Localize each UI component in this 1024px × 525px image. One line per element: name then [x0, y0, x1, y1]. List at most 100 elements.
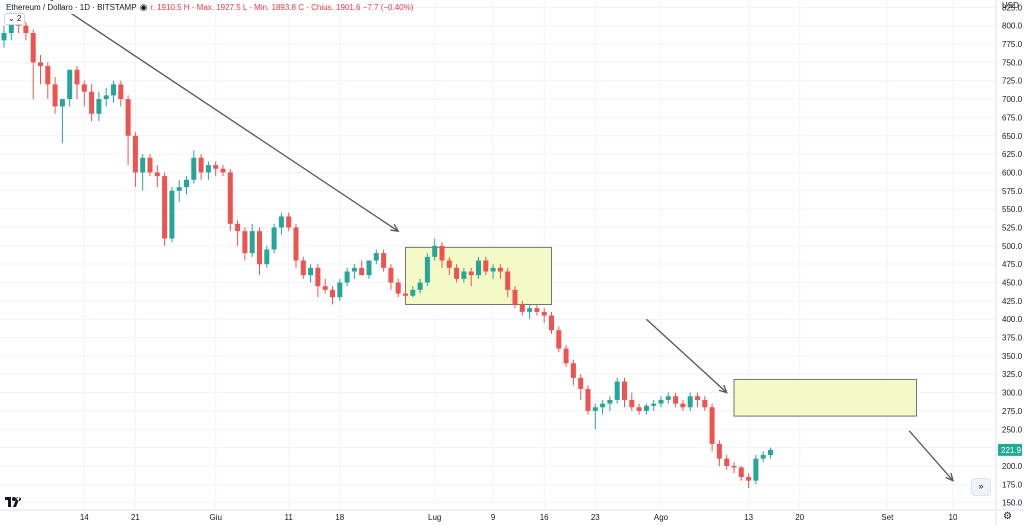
candle-body-down	[198, 157, 204, 173]
collapse-indicators-button[interactable]: ⌄ 2	[4, 13, 26, 25]
candle-body-up	[249, 231, 255, 254]
candle-body-up	[271, 227, 277, 250]
candle-body-up	[658, 399, 664, 404]
candle-body-down	[483, 260, 489, 272]
price-tick-label: 550.0	[1002, 205, 1023, 214]
last-price-badge	[998, 443, 1022, 456]
candle-body-up	[614, 381, 620, 400]
price-tick-label: 525.0	[1002, 223, 1023, 232]
candle-body-down	[585, 388, 591, 411]
candle-body-down	[716, 443, 722, 459]
candle-body-down	[497, 267, 503, 272]
price-tick-label: 700.0	[1002, 95, 1023, 104]
candle-body-up	[607, 399, 613, 404]
price-tick-label: 300.0	[1002, 389, 1023, 398]
price-tick-label: 500.0	[1002, 242, 1023, 251]
candle-body-up	[278, 216, 284, 228]
candle-body-down	[74, 69, 80, 85]
candle-body-up	[760, 454, 766, 459]
candle-body-down	[125, 99, 131, 136]
price-tick-label: 600.0	[1002, 168, 1023, 177]
candle-body-down	[242, 231, 248, 254]
candle-body-up	[96, 99, 102, 114]
candle-body-down	[578, 377, 584, 389]
candle-body-up	[205, 165, 211, 173]
last-price-label: 221.9	[1001, 446, 1022, 455]
time-tick-label: 16	[540, 513, 549, 522]
candle-body-up	[351, 267, 357, 272]
candle-body-down	[709, 407, 715, 444]
candle-body-up	[344, 271, 350, 283]
candle-body-up	[490, 267, 496, 272]
symbol-title: Ethereum / Dollaro · 1D · BITSTAMP	[6, 3, 137, 12]
candle-body-up	[103, 95, 109, 100]
candle-body-down	[549, 315, 554, 331]
candle-body-down	[132, 135, 138, 173]
candle-body-down	[534, 308, 540, 312]
candle-body-down	[541, 311, 547, 316]
price-tick-label: 475.0	[1002, 260, 1023, 269]
candle-body-down	[30, 33, 36, 63]
scroll-to-realtime-button[interactable]: »	[971, 478, 991, 496]
candle-body-down	[454, 267, 460, 279]
candle-body-down	[300, 260, 306, 276]
price-tick-label: 175.0	[1002, 480, 1023, 489]
candle-body-up	[176, 187, 182, 191]
candle-body-up	[476, 260, 481, 276]
time-tick-label: 13	[744, 513, 753, 522]
candle-body-up	[424, 256, 430, 283]
candle-body-down	[118, 84, 124, 100]
price-axis[interactable]: 150.0175.0200.0225.0250.0275.0300.0325.0…	[995, 0, 1023, 525]
candle-body-down	[695, 396, 700, 400]
candle-body-down	[45, 66, 51, 85]
candle-body-down	[570, 363, 576, 378]
candle-body-down	[738, 467, 744, 477]
candle-body-up	[687, 396, 693, 408]
candle-body-down	[322, 286, 328, 290]
candle-body-down	[162, 176, 168, 239]
price-tick-label: 425.0	[1002, 297, 1023, 306]
time-tick-label: 10	[949, 513, 958, 522]
candle-body-down	[439, 245, 445, 261]
candle-body-down	[702, 399, 708, 408]
candle-body-up	[1, 33, 7, 41]
trend-arrow-head	[718, 384, 728, 394]
gear-icon[interactable]: ⚙	[1003, 511, 1012, 522]
price-tick-label: 325.0	[1002, 370, 1023, 379]
candle-body-down	[403, 293, 408, 296]
consolidation-box	[733, 378, 917, 417]
time-tick-label: 11	[285, 513, 294, 522]
candle-body-up	[665, 396, 671, 400]
price-tick-label: 400.0	[1002, 315, 1023, 324]
candle-body-up	[373, 253, 379, 261]
trend-arrows	[49, 0, 954, 482]
candle-body-down	[468, 271, 474, 276]
time-tick-label: 14	[80, 513, 89, 522]
price-tick-label: 150.0	[1002, 499, 1023, 508]
candle-body-down	[89, 91, 95, 114]
candle-body-down	[257, 231, 262, 265]
price-tick-label: 625.0	[1002, 150, 1023, 159]
time-tick-label: 21	[131, 513, 140, 522]
candle-body-down	[330, 289, 335, 298]
candle-body-down	[359, 267, 365, 276]
chevron-down-icon: ⌄	[8, 14, 15, 23]
price-tick-label: 825.0	[1002, 3, 1023, 12]
candle-body-down	[636, 407, 642, 411]
candle-body-up	[410, 289, 416, 296]
eye-icon[interactable]: ◉	[139, 2, 148, 12]
candle-body-down	[52, 84, 58, 107]
time-tick-label: Ago	[654, 513, 669, 522]
price-tick-label: 250.0	[1002, 425, 1023, 434]
candle-body-up	[461, 271, 467, 279]
currency-label[interactable]: USD	[1002, 1, 1019, 10]
price-tick-label: 275.0	[1002, 407, 1023, 416]
tradingview-logo[interactable]	[5, 494, 25, 508]
candle-body-down	[446, 260, 452, 268]
candle-body-up	[600, 403, 606, 408]
candle-body-down	[629, 399, 635, 408]
candle-body-up	[753, 458, 759, 481]
candle-body-down	[673, 396, 679, 404]
time-axis[interactable]: 14 21 Giu 11 18 Lug 9 16 23 Ago 13 20 Set 10	[0, 509, 1024, 522]
